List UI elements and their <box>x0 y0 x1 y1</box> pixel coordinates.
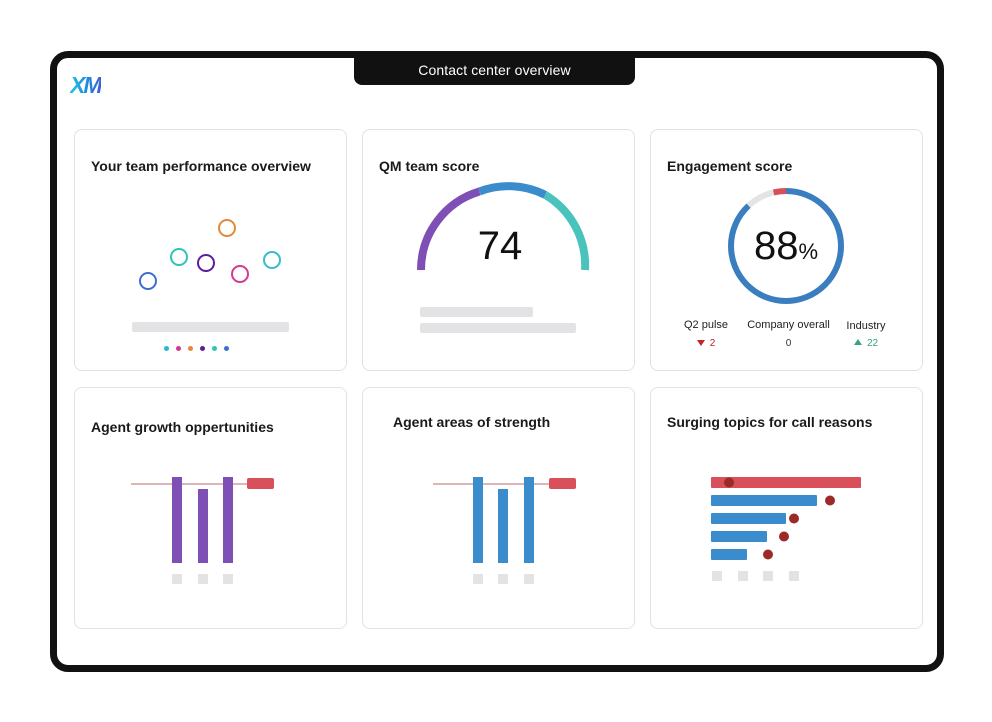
marker <box>825 495 835 506</box>
metric-delta-industry: 22 <box>836 338 896 349</box>
tick-placeholder <box>473 574 483 584</box>
bar <box>498 489 508 563</box>
metric-label-company-overall: Company overall <box>747 319 830 331</box>
metric-label-industry: Industry <box>846 320 886 332</box>
card-title: Agent areas of strength <box>393 414 551 430</box>
scatter-point <box>218 219 236 237</box>
card-engagement-score[interactable]: Engagement score 88% Q2 pulse Company ov… <box>650 129 923 371</box>
window-title: Contact center overview <box>354 56 635 85</box>
marker <box>779 531 789 542</box>
bar <box>172 477 182 563</box>
placeholder-bar <box>420 323 576 333</box>
placeholder-bar <box>132 322 289 332</box>
qm-gauge <box>417 182 590 271</box>
engagement-ring <box>728 187 844 304</box>
tick-placeholder <box>763 571 773 581</box>
card-surging-topics[interactable]: Surging topics for call reasons <box>650 387 923 629</box>
tick-placeholder <box>738 571 748 581</box>
tick-placeholder <box>172 574 182 584</box>
tick-placeholder <box>712 571 722 581</box>
card-title: QM team score <box>379 158 480 174</box>
device-frame: Contact center overview XM Your team per… <box>50 51 944 672</box>
metric-label-q2-pulse: Q2 pulse <box>683 319 729 331</box>
scatter-point <box>263 251 281 269</box>
card-title: Agent growth oppertunities <box>91 419 274 435</box>
scatter-point <box>197 254 215 272</box>
card-agent-strength[interactable]: Agent areas of strength <box>362 387 635 629</box>
engagement-number: 88 <box>753 224 799 268</box>
bar <box>198 489 208 563</box>
bar <box>223 477 233 563</box>
bar <box>711 477 861 488</box>
engagement-unit: % <box>798 239 819 264</box>
bar <box>473 477 483 563</box>
growth-bar-chart <box>131 477 274 584</box>
bar <box>711 549 747 560</box>
xm-logo: XM <box>70 72 102 98</box>
card-title: Your team performance overview <box>91 158 311 174</box>
engagement-score-value: 88% <box>736 224 836 269</box>
marker <box>763 549 773 560</box>
target-marker <box>549 478 576 489</box>
metric-delta-company-overall: 0 <box>785 338 792 349</box>
scatter-point <box>139 272 157 290</box>
marker <box>724 477 734 488</box>
card-agent-growth[interactable]: Agent growth oppertunities <box>74 387 347 629</box>
legend-dot <box>200 346 205 351</box>
down-triangle-icon <box>696 340 705 346</box>
card-title: Surging topics for call reasons <box>667 414 873 430</box>
bar <box>524 477 534 563</box>
legend-dot <box>176 346 181 351</box>
tick-placeholder <box>498 574 508 584</box>
placeholder-bar <box>420 307 533 317</box>
scatter-point <box>231 265 249 283</box>
surging-bar-chart <box>711 477 861 581</box>
target-marker <box>247 478 274 489</box>
marker <box>789 513 799 524</box>
strength-bar-chart <box>433 477 576 584</box>
bar <box>711 531 767 542</box>
gauge-segment-purple <box>417 187 481 271</box>
card-qm-team-score[interactable]: QM team score 74 <box>362 129 635 371</box>
tick-placeholder <box>223 574 233 584</box>
qm-score-value: 74 <box>477 224 523 268</box>
legend-dot <box>224 346 229 351</box>
bar <box>711 513 786 524</box>
metric-delta-q2-pulse: 2 <box>671 338 741 349</box>
card-team-performance[interactable]: Your team performance overview <box>74 129 347 371</box>
gauge-segment-teal <box>543 191 590 271</box>
gauge-segment-blue <box>477 182 548 199</box>
bar <box>711 495 817 506</box>
tick-placeholder <box>198 574 208 584</box>
legend-dot <box>212 346 217 351</box>
scatter-point <box>170 248 188 266</box>
legend-dot <box>188 346 193 351</box>
card-title: Engagement score <box>667 158 793 174</box>
tick-placeholder <box>789 571 799 581</box>
up-triangle-icon <box>853 339 862 345</box>
legend-dot <box>164 346 169 351</box>
tick-placeholder <box>524 574 534 584</box>
